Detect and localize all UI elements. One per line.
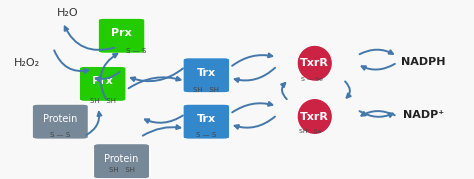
Text: S — S: S — S: [196, 132, 217, 138]
Text: NADP⁺: NADP⁺: [402, 110, 444, 120]
Text: SH   Se: SH Se: [299, 129, 321, 134]
Text: S — S: S — S: [126, 48, 146, 54]
Text: TxrR: TxrR: [301, 58, 329, 68]
Text: Trx: Trx: [197, 114, 216, 124]
Text: SH   SH: SH SH: [193, 87, 219, 93]
FancyBboxPatch shape: [183, 104, 230, 139]
Text: Prx: Prx: [111, 28, 132, 38]
Text: Trx: Trx: [197, 68, 216, 78]
Text: TxrR: TxrR: [301, 112, 329, 122]
Text: SH   SH: SH SH: [109, 167, 135, 173]
Text: S — Se: S — Se: [301, 77, 323, 82]
Ellipse shape: [297, 98, 332, 135]
Ellipse shape: [297, 45, 332, 81]
Text: Prx: Prx: [92, 76, 113, 86]
FancyBboxPatch shape: [183, 58, 230, 93]
Text: Protein: Protein: [104, 154, 139, 164]
Text: H₂O₂: H₂O₂: [14, 58, 40, 68]
Text: NADPH: NADPH: [401, 57, 446, 67]
FancyBboxPatch shape: [32, 104, 88, 139]
Text: Protein: Protein: [43, 114, 77, 124]
Text: SH   SH: SH SH: [90, 98, 116, 104]
FancyBboxPatch shape: [93, 144, 150, 179]
Text: H₂O: H₂O: [56, 8, 78, 18]
FancyBboxPatch shape: [98, 18, 145, 53]
FancyBboxPatch shape: [79, 66, 126, 101]
Text: S — S: S — S: [50, 132, 71, 138]
